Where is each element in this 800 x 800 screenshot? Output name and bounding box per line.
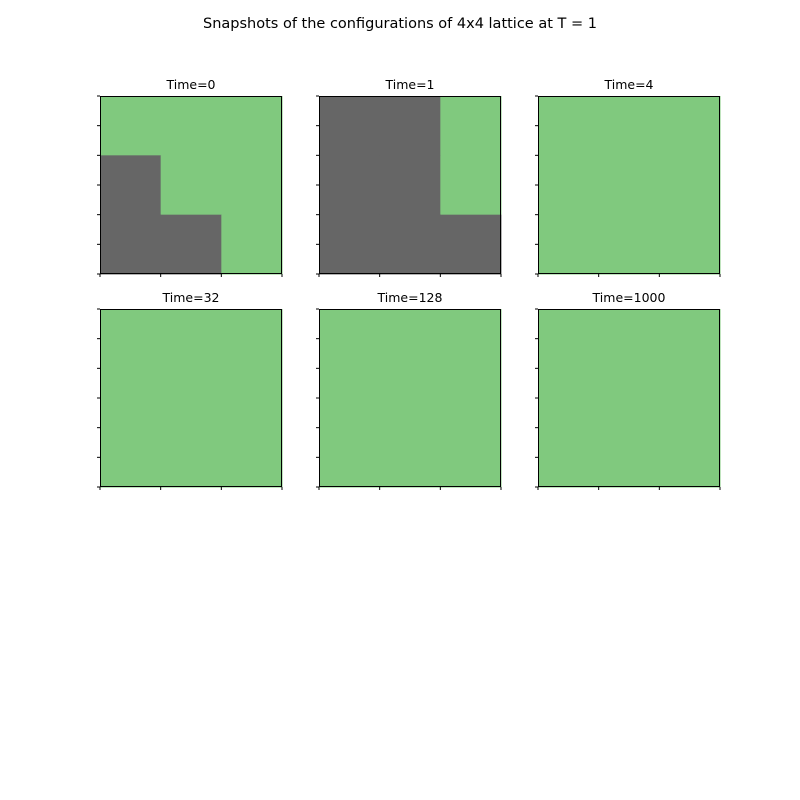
lattice-cell-r0-c0 — [538, 309, 600, 369]
lattice-cell-r2-c1 — [598, 427, 660, 488]
lattice-cell-r2-c0 — [100, 214, 162, 275]
lattice-cell-r2-c1 — [379, 427, 441, 488]
lattice-cell-r2-c1 — [160, 427, 222, 488]
lattice-cell-r1-c2 — [221, 155, 283, 216]
lattice-cell-r2-c0 — [100, 427, 162, 488]
lattice-cell-r1-c0 — [319, 155, 381, 216]
panel-frame — [538, 96, 720, 274]
lattice-cell-r1-c0 — [319, 368, 381, 429]
lattice-cell-r2-c2 — [659, 214, 721, 275]
lattice-cell-r0-c1 — [598, 309, 660, 369]
lattice-cell-r0-c0 — [100, 96, 162, 156]
lattice-cell-r0-c0 — [100, 309, 162, 369]
lattice-cell-r0-c1 — [160, 309, 222, 369]
lattice-cell-r2-c2 — [440, 214, 502, 275]
lattice-cell-r2-c2 — [440, 427, 502, 488]
lattice-cell-r2-c2 — [221, 214, 283, 275]
lattice-cell-r1-c1 — [160, 155, 222, 216]
figure-title: Snapshots of the configurations of 4x4 l… — [203, 16, 597, 32]
lattice-cell-r2-c0 — [319, 214, 381, 275]
panel-frame — [319, 309, 501, 487]
lattice-cell-r2-c2 — [221, 427, 283, 488]
lattice-cell-r0-c2 — [440, 309, 502, 369]
panel-title: Time=1 — [384, 77, 434, 92]
lattice-cell-r1-c2 — [659, 368, 721, 429]
lattice-cell-r1-c0 — [538, 368, 600, 429]
lattice-cell-r1-c0 — [538, 155, 600, 216]
lattice-cell-r0-c2 — [221, 96, 283, 156]
panel-1: Time=0 — [97, 77, 283, 277]
panel-3: Time=4 — [535, 77, 721, 277]
lattice-cell-r1-c2 — [440, 155, 502, 216]
lattice-cell-r2-c1 — [160, 214, 222, 275]
panel-4: Time=32 — [97, 290, 283, 490]
lattice-cell-r2-c0 — [538, 427, 600, 488]
lattice-cell-r2-c0 — [538, 214, 600, 275]
lattice-cell-r1-c1 — [598, 155, 660, 216]
lattice-cell-r1-c1 — [379, 368, 441, 429]
lattice-cell-r1-c1 — [379, 155, 441, 216]
panel-frame — [319, 96, 501, 274]
panel-title: Time=4 — [603, 77, 653, 92]
lattice-cell-r0-c1 — [379, 309, 441, 369]
panels: Time=0 Time=1 Time=4 Time=32 Time=128 Time=10… — [97, 77, 721, 490]
panel-title: Time=32 — [162, 290, 220, 305]
lattice-cell-r2-c1 — [379, 214, 441, 275]
panel-frame — [100, 309, 282, 487]
lattice-cell-r1-c2 — [221, 368, 283, 429]
lattice-cell-r2-c2 — [659, 427, 721, 488]
panel-title: Time=0 — [165, 77, 215, 92]
lattice-cell-r0-c1 — [379, 96, 441, 156]
lattice-cell-r1-c0 — [100, 368, 162, 429]
lattice-cell-r0-c2 — [659, 96, 721, 156]
panel-5: Time=128 — [316, 290, 502, 490]
lattice-cell-r2-c0 — [319, 427, 381, 488]
lattice-cell-r0-c2 — [659, 309, 721, 369]
lattice-cell-r0-c2 — [440, 96, 502, 156]
lattice-cell-r0-c1 — [160, 96, 222, 156]
lattice-cell-r0-c0 — [319, 309, 381, 369]
lattice-cell-r1-c1 — [598, 368, 660, 429]
panel-frame — [538, 309, 720, 487]
panel-frame — [100, 96, 282, 274]
lattice-cell-r0-c1 — [598, 96, 660, 156]
lattice-cell-r1-c1 — [160, 368, 222, 429]
panel-title: Time=1000 — [592, 290, 666, 305]
lattice-cell-r1-c0 — [100, 155, 162, 216]
panel-title: Time=128 — [377, 290, 443, 305]
panel-6: Time=1000 — [535, 290, 721, 490]
lattice-cell-r0-c2 — [221, 309, 283, 369]
lattice-cell-r0-c0 — [319, 96, 381, 156]
panel-2: Time=1 — [316, 77, 502, 277]
lattice-cell-r0-c0 — [538, 96, 600, 156]
lattice-cell-r1-c2 — [659, 155, 721, 216]
lattice-cell-r1-c2 — [440, 368, 502, 429]
lattice-cell-r2-c1 — [598, 214, 660, 275]
